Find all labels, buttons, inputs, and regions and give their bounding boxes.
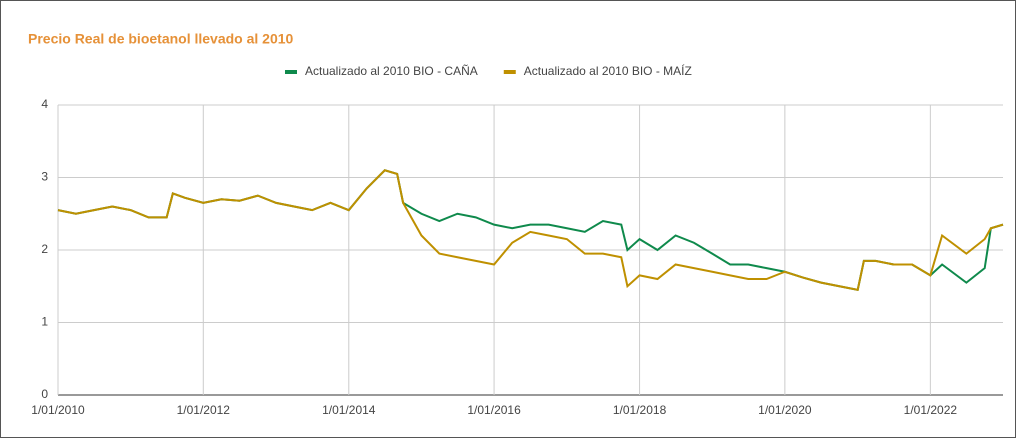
x-tick-label: 1/01/2012 — [177, 403, 231, 417]
x-tick-label: 1/01/2014 — [322, 403, 376, 417]
legend-swatch — [503, 70, 516, 74]
y-tick-label: 3 — [41, 170, 48, 184]
y-tick-label: 0 — [41, 387, 48, 401]
y-tick-label: 4 — [41, 97, 48, 111]
legend-swatch — [285, 70, 297, 74]
x-tick-label: 1/01/2010 — [31, 403, 85, 417]
chart-title: Precio Real de bioetanol llevado al 2010 — [28, 31, 294, 47]
x-tick-label: 1/01/2016 — [467, 403, 521, 417]
x-tick-label: 1/01/2022 — [904, 403, 958, 417]
legend-label: Actualizado al 2010 BIO - MAÍZ — [524, 63, 692, 78]
y-tick-label: 2 — [41, 242, 48, 256]
x-tick-label: 1/01/2020 — [758, 403, 812, 417]
series-line — [57, 169, 1004, 292]
y-tick-label: 1 — [41, 315, 48, 329]
x-tick-label: 1/01/2018 — [613, 403, 667, 417]
legend-label: Actualizado al 2010 BIO - CAÑA — [305, 64, 478, 78]
